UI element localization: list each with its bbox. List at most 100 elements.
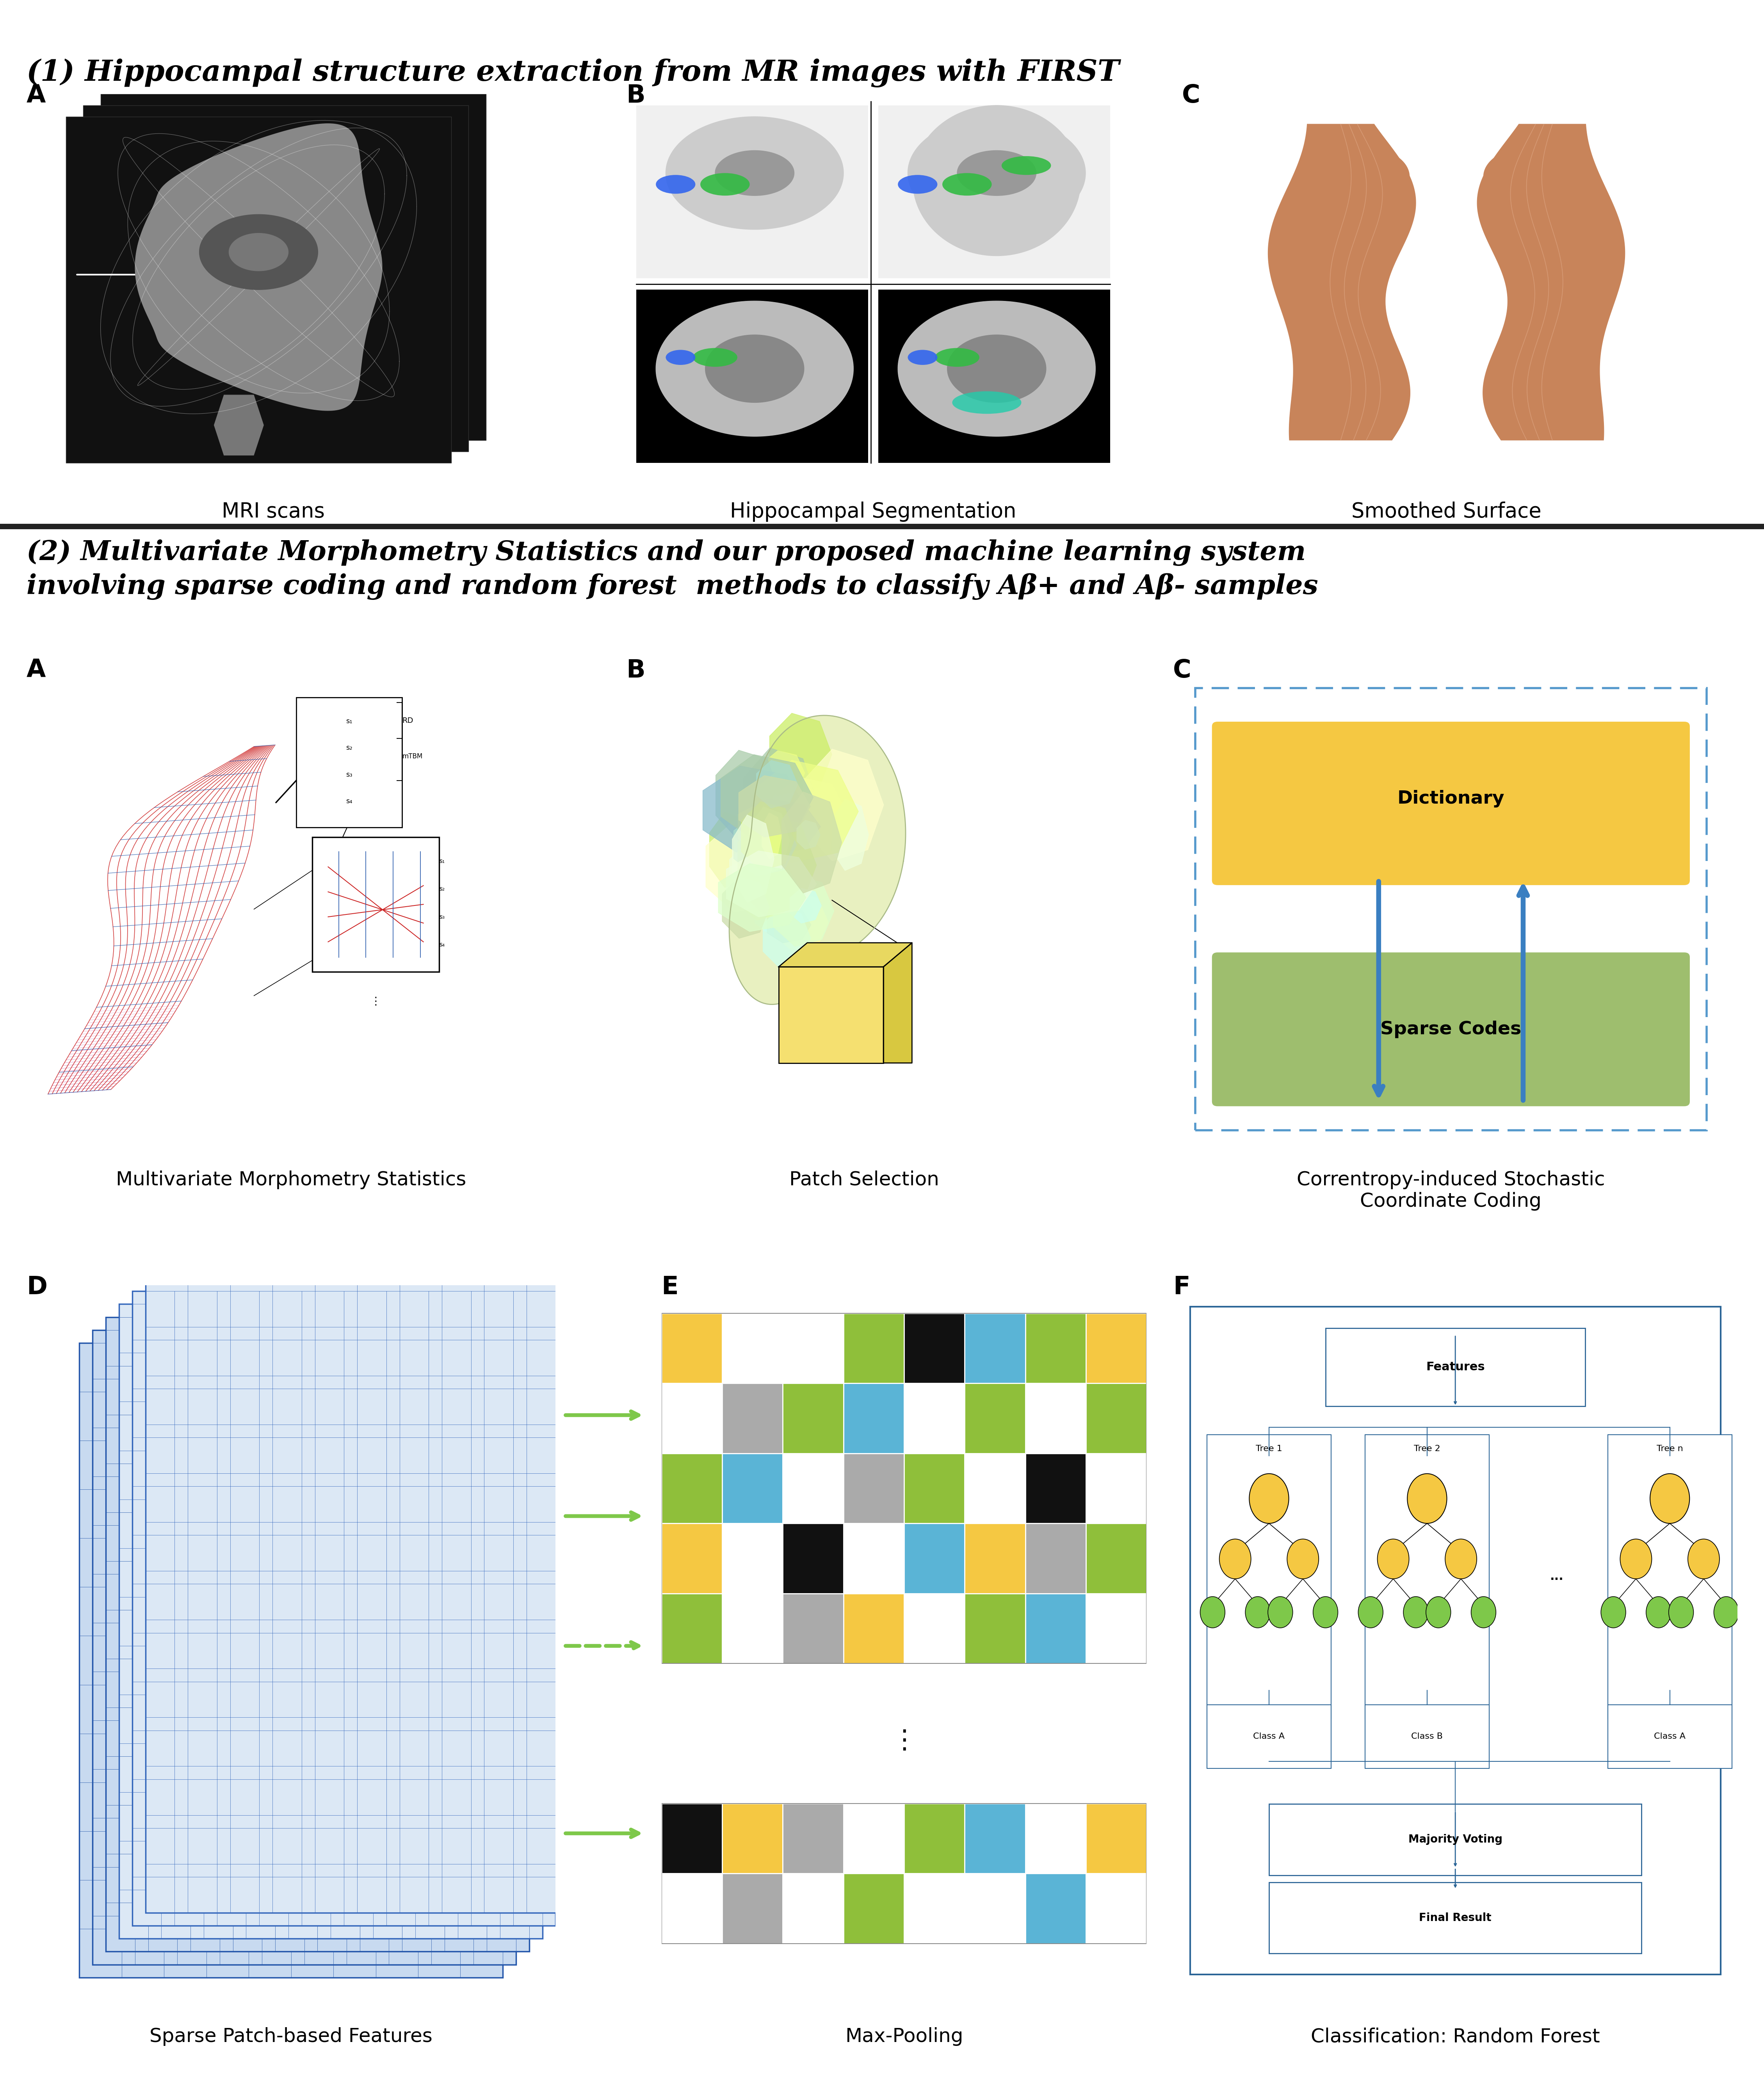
Text: mTBM: mTBM [402, 752, 423, 761]
Bar [79, 1344, 503, 1977]
Bar [783, 1873, 843, 1944]
Text: F: F [1173, 1275, 1191, 1300]
Ellipse shape [935, 349, 979, 368]
Bar [132, 1292, 556, 1925]
Bar [1025, 1384, 1087, 1453]
Bar [1025, 1453, 1087, 1524]
Bar [721, 1453, 783, 1524]
Text: Class A: Class A [1252, 1733, 1284, 1741]
Circle shape [1445, 1538, 1476, 1578]
Text: Smoothed Surface: Smoothed Surface [1351, 502, 1542, 522]
Circle shape [1619, 1538, 1651, 1578]
Bar [843, 1873, 903, 1944]
Bar [662, 1453, 721, 1524]
Polygon shape [750, 807, 790, 876]
Bar [1087, 1593, 1147, 1664]
Bar [783, 1384, 843, 1453]
FancyBboxPatch shape [296, 698, 402, 828]
Text: B: B [626, 658, 646, 683]
Bar [905, 1593, 965, 1664]
Polygon shape [757, 761, 797, 809]
Text: E: E [662, 1275, 679, 1300]
Circle shape [1288, 1538, 1319, 1578]
Bar [1087, 1313, 1147, 1384]
Bar [905, 1873, 965, 1944]
Polygon shape [755, 882, 813, 938]
Bar [965, 1593, 1025, 1664]
Text: Sparse Patch-based Features: Sparse Patch-based Features [150, 2027, 432, 2046]
Bar [843, 1804, 903, 1873]
Text: A: A [26, 84, 46, 109]
Bar [662, 1313, 1147, 1664]
Ellipse shape [898, 176, 937, 194]
Bar [92, 1329, 515, 1965]
Polygon shape [1476, 123, 1625, 441]
Bar [843, 1313, 903, 1384]
Polygon shape [1484, 146, 1579, 180]
Bar [783, 1313, 843, 1384]
Text: ...: ... [1551, 1572, 1563, 1582]
Text: s₂: s₂ [346, 744, 353, 752]
Polygon shape [741, 803, 796, 872]
Polygon shape [732, 815, 774, 903]
Text: Correntropy-induced Stochastic
Coordinate Coding: Correntropy-induced Stochastic Coordinat… [1297, 1170, 1605, 1210]
Ellipse shape [693, 349, 737, 368]
Polygon shape [804, 748, 884, 861]
Polygon shape [702, 765, 808, 855]
Polygon shape [739, 775, 810, 838]
Text: D: D [26, 1275, 48, 1300]
Circle shape [1425, 1597, 1450, 1628]
Text: Max-Pooling: Max-Pooling [845, 2027, 963, 2046]
Bar [662, 1873, 721, 1944]
Bar [721, 1804, 783, 1873]
Text: Class B: Class B [1411, 1733, 1443, 1741]
Text: Features: Features [1425, 1361, 1485, 1373]
Text: Patch Selection: Patch Selection [790, 1170, 938, 1189]
Bar [662, 1804, 721, 1873]
Bar [721, 1593, 783, 1664]
Polygon shape [706, 334, 804, 403]
Bar [1025, 1873, 1087, 1944]
Text: Tree n: Tree n [1656, 1444, 1683, 1453]
Polygon shape [797, 819, 820, 849]
Text: s₁: s₁ [346, 717, 353, 725]
FancyBboxPatch shape [1207, 1705, 1332, 1768]
FancyBboxPatch shape [65, 117, 452, 462]
Polygon shape [1314, 146, 1409, 180]
Circle shape [1219, 1538, 1251, 1578]
FancyBboxPatch shape [1365, 1434, 1489, 1718]
Bar [878, 104, 1110, 278]
Text: s₃: s₃ [346, 771, 353, 777]
Bar [965, 1873, 1025, 1944]
Bar [1087, 1804, 1147, 1873]
Polygon shape [213, 395, 263, 456]
FancyBboxPatch shape [1268, 1804, 1642, 1875]
Bar [965, 1384, 1025, 1453]
Text: Hippocampal Segmentation: Hippocampal Segmentation [730, 502, 1016, 522]
Polygon shape [229, 234, 288, 272]
Circle shape [1646, 1597, 1671, 1628]
Polygon shape [706, 821, 787, 913]
Text: A: A [26, 658, 46, 683]
Polygon shape [199, 215, 318, 291]
Bar [965, 1313, 1025, 1384]
Polygon shape [773, 777, 847, 846]
Bar [145, 1279, 568, 1912]
Text: s₁: s₁ [439, 859, 445, 865]
Bar [783, 1804, 843, 1873]
Polygon shape [947, 334, 1046, 403]
Bar [783, 1593, 843, 1664]
Text: Majority Voting: Majority Voting [1408, 1835, 1503, 1845]
FancyBboxPatch shape [1325, 1327, 1586, 1407]
Ellipse shape [656, 176, 695, 194]
FancyBboxPatch shape [778, 968, 884, 1064]
FancyBboxPatch shape [1212, 721, 1690, 886]
Polygon shape [734, 846, 796, 920]
Text: Tree 2: Tree 2 [1415, 1444, 1439, 1453]
Polygon shape [767, 907, 811, 943]
Polygon shape [727, 851, 817, 918]
Bar [662, 1524, 721, 1593]
Bar [878, 291, 1110, 462]
Text: Class A: Class A [1655, 1733, 1686, 1741]
Polygon shape [737, 798, 820, 855]
